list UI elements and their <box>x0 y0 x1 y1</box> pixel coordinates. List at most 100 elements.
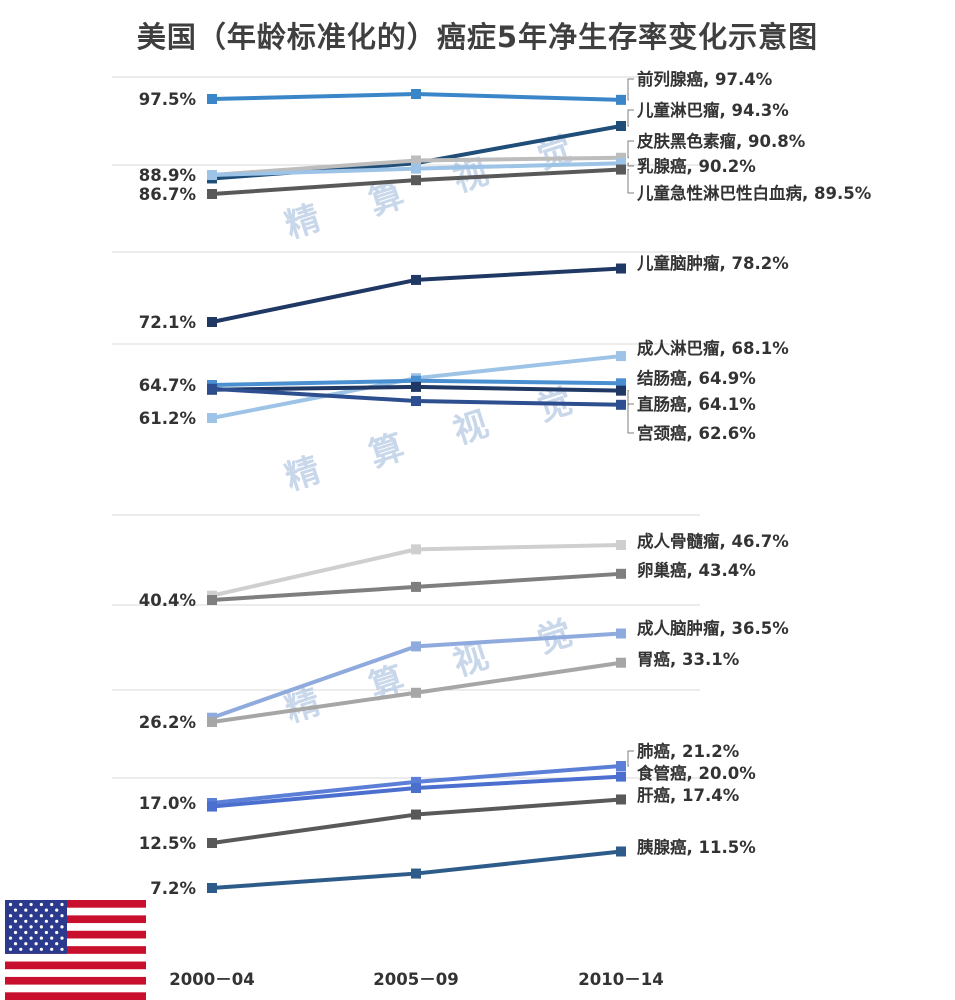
flag-star <box>13 908 18 912</box>
flag-star <box>50 902 54 907</box>
watermark-char: 精 <box>280 198 325 247</box>
flag-star <box>24 908 28 912</box>
flag-star <box>39 925 44 929</box>
flag-stripe <box>5 984 146 993</box>
flag-stripe <box>5 992 146 1000</box>
flag-stripe <box>5 976 146 985</box>
flag-star <box>60 936 64 940</box>
end-labels: 前列腺癌, 97.4% 儿童淋巴瘤, 94.3% 皮肤黑色素瘤, 90.8% 乳腺癌,… <box>627 69 872 857</box>
data-point <box>616 121 626 131</box>
series-label: 食管癌, 20.0% <box>637 763 756 783</box>
flag-star <box>60 947 64 951</box>
data-point <box>616 399 626 410</box>
flag-star <box>60 914 64 918</box>
y-tick-label: 17.0% <box>139 794 197 813</box>
flag-star <box>29 914 33 918</box>
y-tick-label: 7.2% <box>150 879 196 898</box>
flag-star <box>8 925 13 929</box>
data-point <box>411 776 421 787</box>
leader-line <box>627 78 634 101</box>
flag-star <box>8 902 13 907</box>
series-label: 儿童淋巴瘤, 94.3% <box>636 100 789 120</box>
data-point <box>207 383 217 394</box>
flag-star <box>13 919 18 923</box>
series-label: 直肠癌, 64.1% <box>637 394 756 414</box>
data-point <box>411 163 421 174</box>
flag-star <box>8 936 13 940</box>
data-point <box>616 846 626 857</box>
data-point <box>207 883 217 893</box>
leader-line <box>627 140 634 159</box>
flag-stripe <box>5 907 146 916</box>
series-label: 成人脑肿瘤, 36.5% <box>637 618 789 638</box>
data-point <box>411 175 421 186</box>
flag-star <box>44 919 49 923</box>
flag-star <box>34 919 38 923</box>
x-tick-label: 2000－04 <box>169 970 254 989</box>
series-label: 成人淋巴瘤, 68.1% <box>637 338 789 358</box>
flag-star <box>34 930 38 935</box>
data-point <box>411 783 421 794</box>
flag-star <box>19 936 23 940</box>
flag-star <box>13 942 18 946</box>
series-胰腺癌 <box>207 846 626 893</box>
series-label: 肺癌, 21.2% <box>637 741 740 761</box>
y-tick-label: 97.5% <box>139 90 197 109</box>
watermark-char: 算 <box>364 427 409 476</box>
leader-line <box>627 162 634 167</box>
flag-star <box>55 908 59 912</box>
flag-star <box>34 908 38 912</box>
leader-line <box>627 109 634 127</box>
data-point <box>616 657 626 668</box>
flag-star <box>19 947 23 951</box>
data-point <box>207 595 217 605</box>
flag-star <box>29 925 33 929</box>
data-point <box>616 94 626 105</box>
series-label: 宫颈癌, 62.6% <box>637 423 756 443</box>
series-label: 儿童急性淋巴性白血病, 89.5% <box>636 183 872 203</box>
series-儿童脑肿瘤 <box>207 263 626 327</box>
watermark-char: 精 <box>280 450 325 499</box>
series-label: 结肠癌, 64.9% <box>637 368 756 388</box>
y-tick-label: 64.7% <box>139 376 197 395</box>
flag-star <box>24 919 28 923</box>
chart-title: 美国（年龄标准化的）癌症5年净生存率变化示意图 <box>136 20 819 54</box>
us-flag-icon <box>5 900 146 1000</box>
flag-star <box>39 936 44 940</box>
data-point <box>207 189 217 199</box>
x-tick-label: 2010－14 <box>578 970 663 989</box>
flag-star <box>39 902 44 907</box>
data-point <box>616 378 626 389</box>
y-tick-label: 26.2% <box>139 713 197 732</box>
data-point <box>616 152 626 163</box>
data-point <box>616 385 626 396</box>
data-point <box>616 263 626 274</box>
flag-star <box>60 902 64 907</box>
flag-star <box>24 942 28 946</box>
flag-star <box>19 925 23 929</box>
flag-star <box>55 942 59 946</box>
y-axis-labels: 97.5% 88.9%86.7% 72.1% 64.7% 61.2% 40.4% 26.2%… <box>139 90 197 898</box>
data-point <box>411 641 421 652</box>
flag-star <box>39 914 44 918</box>
data-point <box>616 761 626 772</box>
flag-stripe <box>5 900 146 908</box>
data-point <box>411 809 421 820</box>
data-point <box>616 164 626 175</box>
x-axis-labels: 2000－04 2005－09 2010－14 <box>169 970 663 989</box>
y-tick-label: 86.7% <box>139 185 197 204</box>
data-point <box>616 568 626 579</box>
data-point <box>411 375 421 386</box>
series-label: 胰腺癌, 11.5% <box>637 837 756 857</box>
leader-line <box>627 404 634 434</box>
flag-star <box>13 930 18 935</box>
leader-line <box>627 169 634 194</box>
flag-stripe <box>5 953 146 962</box>
series-label: 皮肤黑色素瘤, 90.8% <box>637 131 806 151</box>
data-point <box>411 868 421 879</box>
series-儿童急性淋巴性白血病 <box>207 164 626 199</box>
flag-star <box>50 914 54 918</box>
flag-star <box>24 930 28 935</box>
series-前列腺癌 <box>207 89 626 105</box>
